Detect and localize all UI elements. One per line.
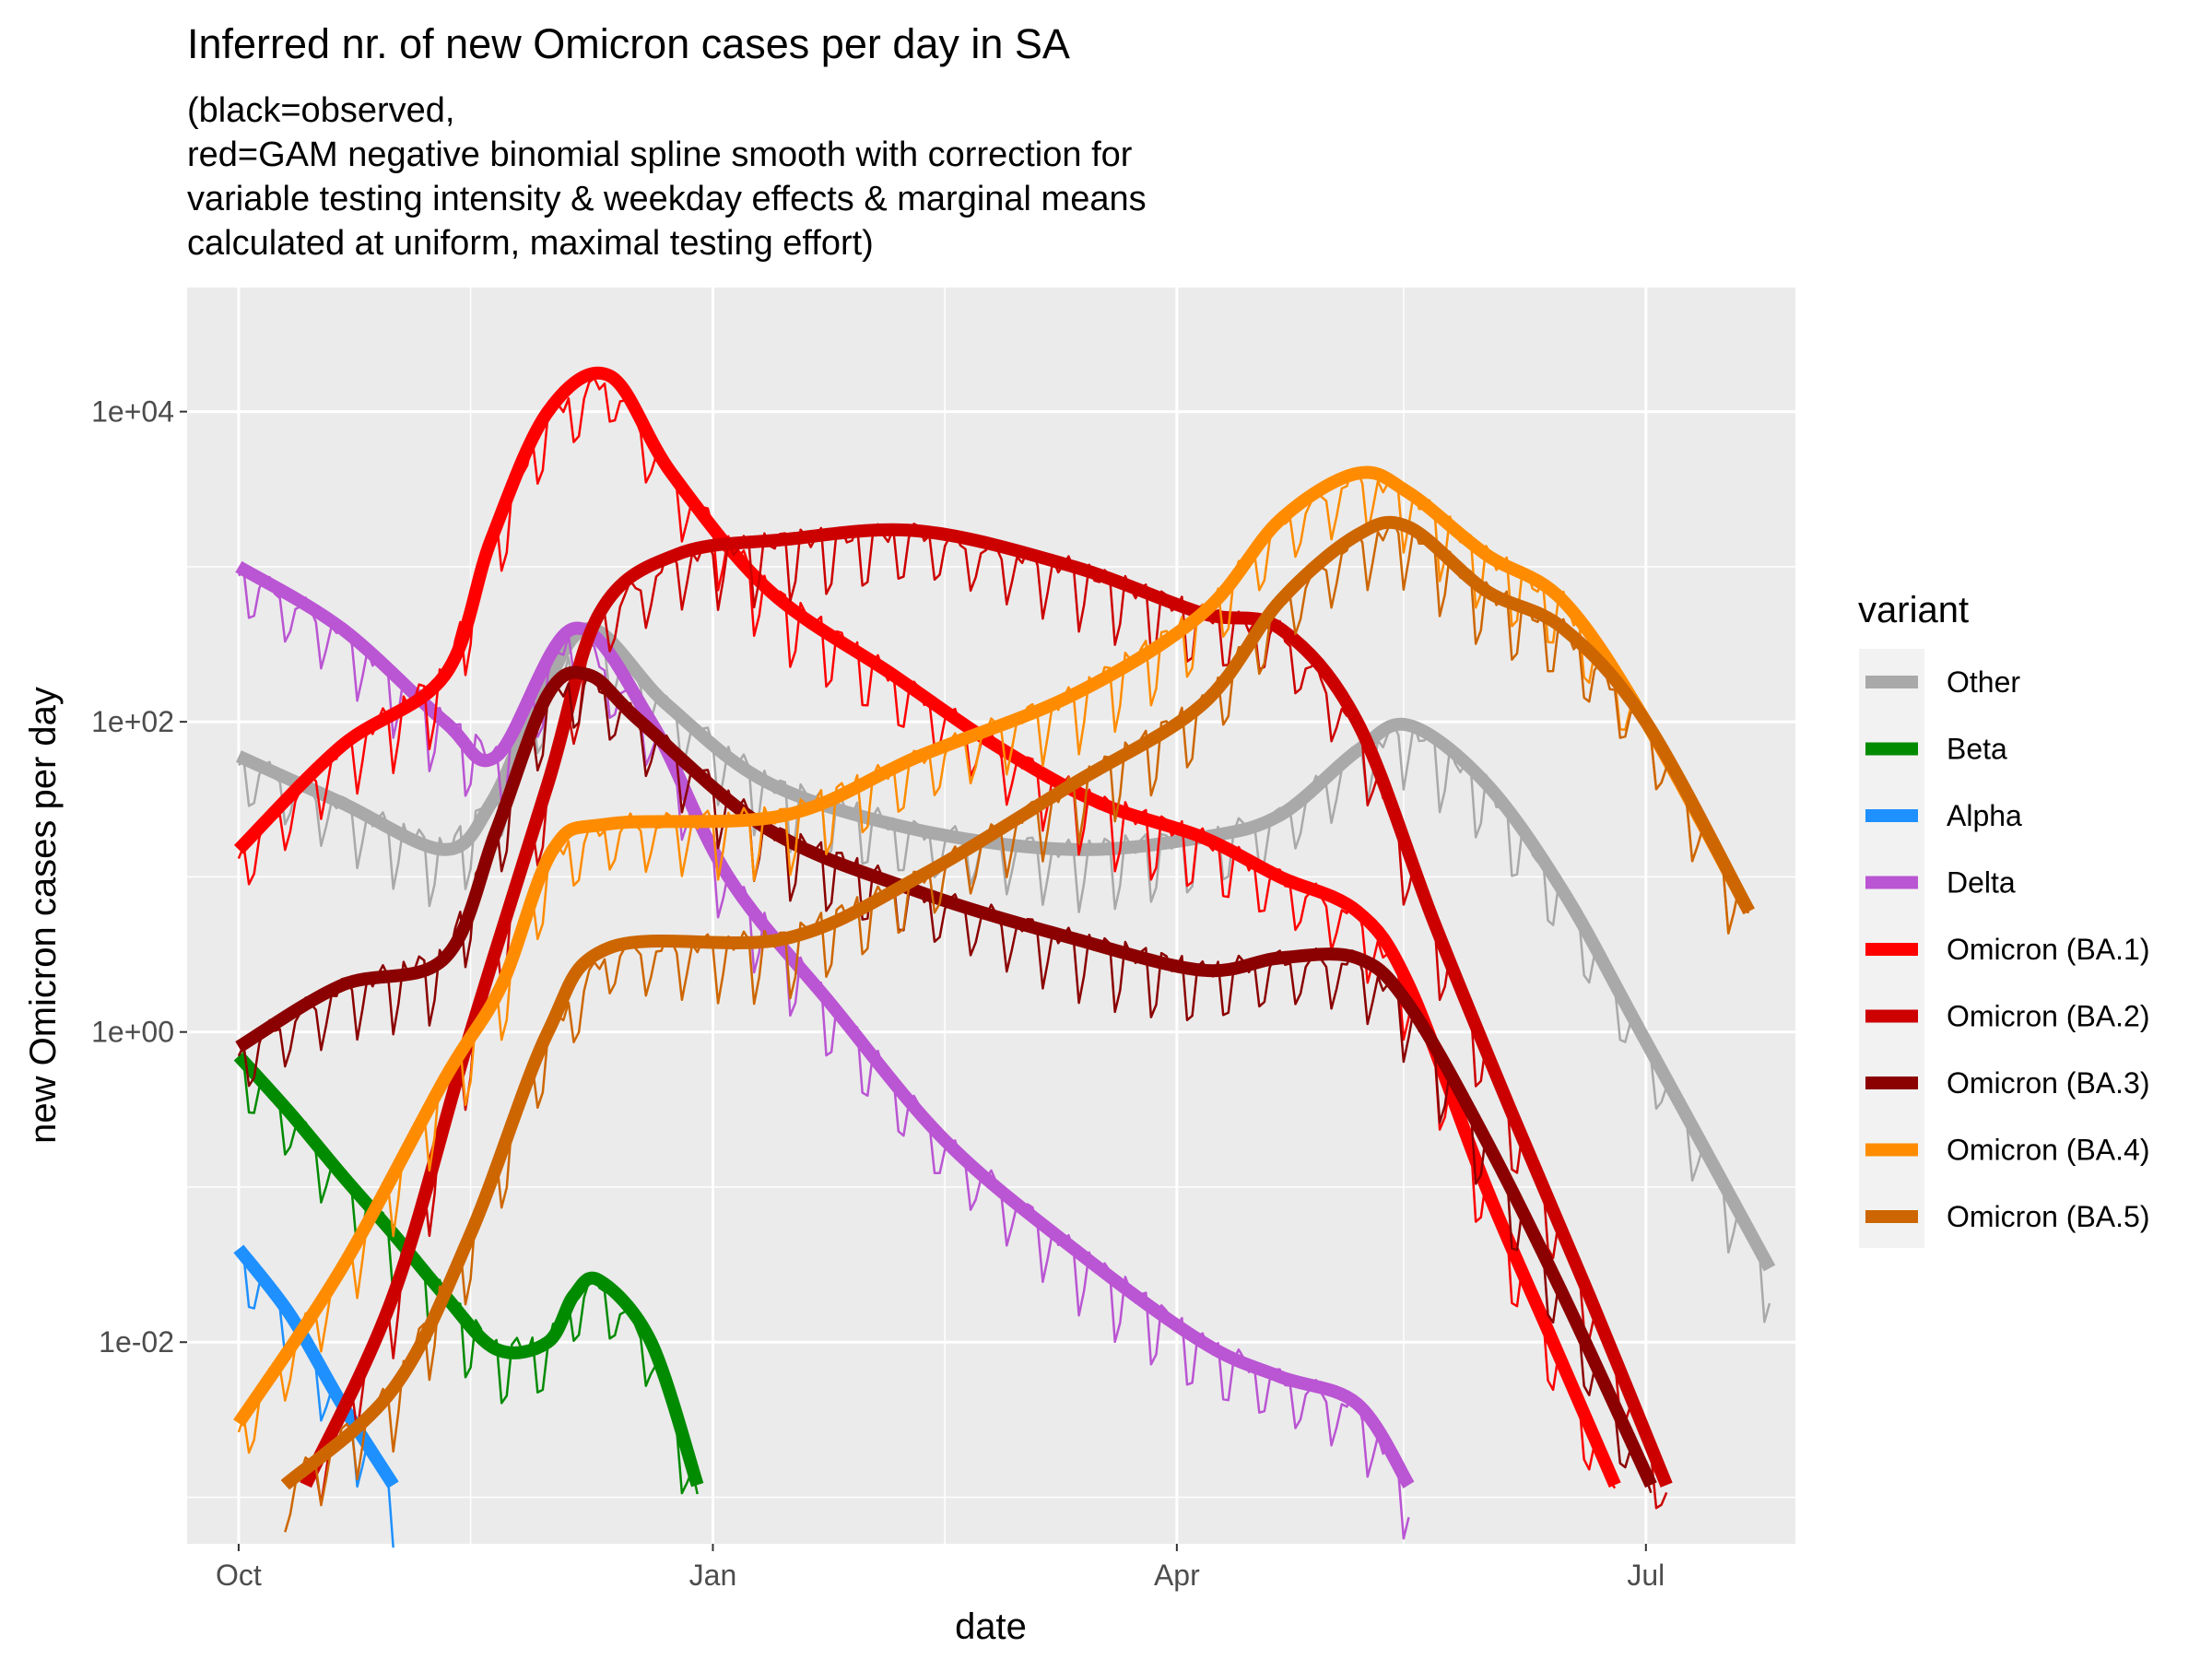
legend-label-omicron-ba-5: Omicron (BA.5) <box>1947 1200 2149 1233</box>
series-smooth-other <box>236 621 1776 1272</box>
y-tick-label: 1e+02 <box>91 705 174 738</box>
x-tick-label: Jan <box>689 1559 737 1592</box>
legend-label-beta: Beta <box>1947 733 2007 766</box>
chart-subtitle-line-2: red=GAM negative binomial spline smooth … <box>187 135 1133 174</box>
chart-subtitle-line-4: calculated at uniform, maximal testing e… <box>187 224 874 263</box>
legend-label-omicron-ba-1: Omicron (BA.1) <box>1947 933 2149 966</box>
legend-label-alpha: Alpha <box>1947 799 2022 832</box>
series-layer <box>233 366 1776 1548</box>
legend-label-delta: Delta <box>1947 866 2016 900</box>
x-tick-label: Oct <box>216 1559 262 1592</box>
chart-subtitle-line-3: variable testing intensity & weekday eff… <box>187 180 1147 218</box>
y-tick-label: 1e+00 <box>91 1016 174 1049</box>
y-axis-title: new Omicron cases per day <box>23 687 64 1144</box>
series-smooth-omicron-ba-3 <box>235 665 1657 1488</box>
series-smooth-delta <box>235 560 1415 1488</box>
legend-label-omicron-ba-3: Omicron (BA.3) <box>1947 1066 2149 1100</box>
series-smooth-omicron-ba-2 <box>300 523 1673 1488</box>
series-smooth-omicron-ba-5 <box>280 515 1755 1490</box>
x-axis-title: date <box>955 1606 1027 1647</box>
series-smooth-omicron-ba-4 <box>233 465 1755 1428</box>
x-tick-label: Apr <box>1154 1559 1200 1592</box>
chart-subtitle-line-1: (black=observed, <box>187 91 454 130</box>
legend-label-omicron-ba-4: Omicron (BA.4) <box>1947 1134 2149 1167</box>
y-axis: 1e-02 1e+00 1e+02 1e+04 <box>91 395 187 1359</box>
chart-title: Inferred nr. of new Omicron cases per da… <box>187 20 1070 67</box>
y-tick-label: 1e+04 <box>91 395 174 429</box>
legend-label-other: Other <box>1947 665 2020 699</box>
series-smooth-beta <box>233 1052 704 1488</box>
y-tick-label: 1e-02 <box>99 1325 174 1359</box>
series-smooth-alpha <box>233 1244 399 1488</box>
legend-title: variant <box>1858 590 1969 630</box>
series-smooth-omicron-ba-1 <box>233 366 1621 1488</box>
legend-label-omicron-ba-2: Omicron (BA.2) <box>1947 1000 2149 1033</box>
legend: variant Other Beta Alpha Delta Omicron (BA.1… <box>1858 590 2149 1248</box>
x-tick-label: Jul <box>1627 1559 1665 1592</box>
legend-items: Other Beta Alpha Delta Omicron (BA.1) Omicron… <box>1865 665 2149 1233</box>
x-axis: Oct Jan Apr Jul <box>216 1544 1665 1592</box>
